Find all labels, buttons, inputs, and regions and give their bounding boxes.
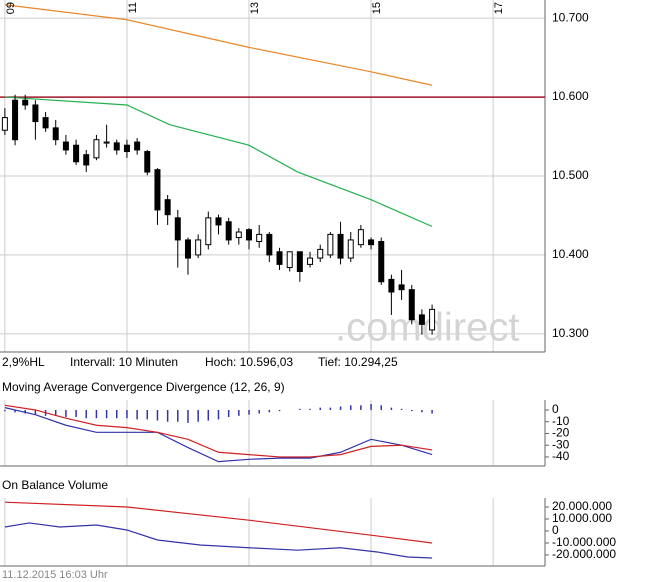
line-series	[4, 407, 433, 463]
candle-body	[52, 127, 59, 141]
candle-body	[418, 314, 425, 325]
candle-body	[113, 142, 120, 151]
info-text: Intervall: 10 Minuten	[70, 355, 178, 369]
candle-body	[368, 239, 375, 246]
candle-body	[317, 248, 324, 259]
candle-body	[154, 169, 161, 211]
candle-body	[398, 284, 405, 291]
candle-body	[123, 144, 130, 153]
candle-body	[246, 229, 253, 241]
candle-body	[327, 233, 334, 256]
candle-body	[408, 289, 415, 321]
candle-body	[32, 104, 39, 123]
candle-body	[266, 233, 273, 256]
line-series	[4, 501, 433, 544]
y-tick-label: 0	[552, 402, 559, 416]
candle-body	[286, 251, 293, 269]
candle-body	[388, 278, 395, 293]
candle-body	[429, 308, 436, 331]
candle-body	[337, 233, 344, 259]
candle-body	[276, 251, 283, 265]
candle-body	[103, 141, 110, 144]
candle-body	[174, 217, 181, 241]
candle-body	[42, 117, 49, 129]
candle-body	[22, 99, 29, 106]
y-tick-label: 10.400	[552, 247, 589, 261]
info-text: Hoch: 10.596,03	[205, 355, 293, 369]
y-tick-label: 20.000.000	[552, 499, 612, 513]
y-tick-label: 0	[552, 523, 559, 537]
y-tick-label: -20	[552, 426, 570, 440]
candle-body	[73, 144, 80, 163]
candle-body	[164, 199, 171, 216]
y-tick-label: -30	[552, 437, 570, 451]
line-series	[4, 96, 433, 228]
info-text: 2,9%HL	[2, 355, 45, 369]
candle-body	[62, 141, 69, 151]
candle-body	[215, 217, 222, 226]
x-tick-label: 17	[493, 2, 505, 14]
candle-body	[144, 151, 151, 173]
candle-body	[83, 154, 90, 166]
candle-body	[307, 257, 314, 265]
y-tick-label: -20.000.000	[552, 547, 616, 561]
footer: 11.12.2015 16:03 Uhr	[2, 569, 108, 581]
candle-body	[378, 241, 385, 283]
candle-body	[93, 139, 100, 159]
y-tick-label: -40	[552, 449, 570, 463]
candle-body	[1, 117, 8, 131]
info-text: Tief: 10.294,25	[318, 355, 398, 369]
candle-body	[347, 239, 354, 259]
candle-body	[205, 217, 212, 246]
candle-body	[357, 229, 364, 246]
candle-body	[256, 233, 263, 243]
candle-body	[296, 251, 303, 272]
candle-body	[225, 221, 232, 241]
line-series	[4, 404, 433, 458]
y-tick-label: -10.000.000	[552, 535, 616, 549]
candle-body	[12, 99, 19, 141]
y-tick-label: 10.500	[552, 168, 589, 182]
candle-body	[184, 239, 191, 259]
line-series	[4, 4, 433, 86]
candle-body	[195, 239, 202, 256]
watermark: .comdirect	[335, 306, 520, 350]
panel-title: Moving Average Convergence Divergence (1…	[2, 380, 285, 394]
candle-body	[235, 231, 242, 239]
x-tick-label: 13	[249, 2, 261, 14]
y-tick-label: -10	[552, 414, 570, 428]
line-series	[4, 522, 433, 559]
x-tick-label: 09	[5, 2, 17, 14]
panel-title: On Balance Volume	[2, 478, 108, 492]
y-tick-label: 10.600	[552, 89, 589, 103]
x-tick-label: 11	[127, 2, 139, 13]
y-tick-label: 10.000.000	[552, 511, 612, 525]
y-tick-label: 10.300	[552, 326, 589, 340]
candle-body	[134, 141, 141, 151]
x-tick-label: 15	[371, 2, 383, 14]
y-tick-label: 10.700	[552, 10, 589, 24]
